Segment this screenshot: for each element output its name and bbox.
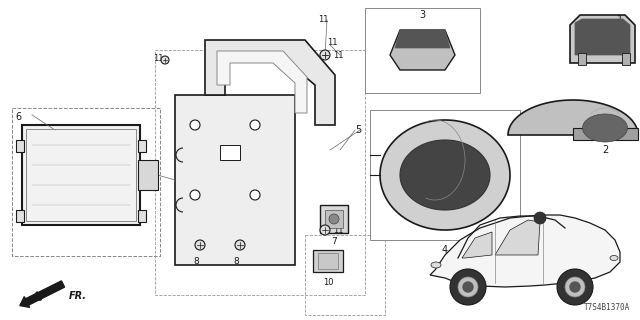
Bar <box>313 250 343 272</box>
Text: 8: 8 <box>233 257 239 266</box>
Polygon shape <box>495 220 540 255</box>
Polygon shape <box>395 30 450 48</box>
Polygon shape <box>217 51 307 113</box>
Bar <box>12 108 160 256</box>
Circle shape <box>190 120 200 130</box>
Polygon shape <box>570 15 635 63</box>
Circle shape <box>565 277 585 297</box>
Ellipse shape <box>582 114 627 142</box>
Text: 5: 5 <box>355 125 361 135</box>
Circle shape <box>250 190 260 200</box>
Polygon shape <box>380 120 510 230</box>
Bar <box>175 95 295 265</box>
Polygon shape <box>400 140 490 210</box>
Ellipse shape <box>610 255 618 260</box>
Bar <box>138 160 158 190</box>
Text: T7S4B1370A: T7S4B1370A <box>584 303 630 312</box>
Polygon shape <box>390 30 455 70</box>
Text: 6: 6 <box>15 112 21 122</box>
Text: 11: 11 <box>327 38 337 47</box>
Bar <box>26 129 136 221</box>
Bar <box>325 210 343 228</box>
Polygon shape <box>462 232 492 258</box>
Circle shape <box>250 120 260 130</box>
Text: 4: 4 <box>442 245 448 255</box>
Polygon shape <box>430 215 620 287</box>
Text: 7: 7 <box>331 237 337 246</box>
Text: 1: 1 <box>617 15 623 25</box>
Text: 2: 2 <box>602 145 608 155</box>
Bar <box>16 140 24 152</box>
Bar <box>573 128 638 140</box>
Bar <box>138 210 146 222</box>
Text: 11: 11 <box>333 226 344 235</box>
Bar <box>320 205 348 233</box>
Circle shape <box>235 240 245 250</box>
Text: FR.: FR. <box>69 291 87 301</box>
Polygon shape <box>508 100 638 135</box>
Bar <box>22 125 140 225</box>
FancyArrow shape <box>20 281 65 308</box>
Circle shape <box>195 240 205 250</box>
Circle shape <box>320 225 330 235</box>
Circle shape <box>329 214 339 224</box>
Polygon shape <box>575 19 630 55</box>
Circle shape <box>320 50 330 60</box>
Bar <box>622 53 630 65</box>
Text: 10: 10 <box>323 278 333 287</box>
Bar <box>155 50 365 295</box>
Text: 11: 11 <box>153 54 163 63</box>
Circle shape <box>458 277 478 297</box>
Circle shape <box>450 269 486 305</box>
Bar <box>220 145 240 160</box>
Bar <box>318 253 338 269</box>
Text: 3: 3 <box>419 10 425 20</box>
Bar <box>138 140 146 152</box>
Circle shape <box>557 269 593 305</box>
Polygon shape <box>205 40 335 125</box>
Circle shape <box>190 190 200 200</box>
Circle shape <box>161 56 169 64</box>
Bar <box>370 110 520 240</box>
Bar <box>365 8 480 93</box>
Circle shape <box>463 282 473 292</box>
Bar <box>578 53 586 65</box>
Text: 8: 8 <box>193 257 199 266</box>
Bar <box>305 235 385 315</box>
Circle shape <box>534 212 546 224</box>
Text: 11: 11 <box>333 51 344 60</box>
Circle shape <box>570 282 580 292</box>
Ellipse shape <box>431 262 441 268</box>
Bar <box>16 210 24 222</box>
Text: 11: 11 <box>317 15 328 24</box>
